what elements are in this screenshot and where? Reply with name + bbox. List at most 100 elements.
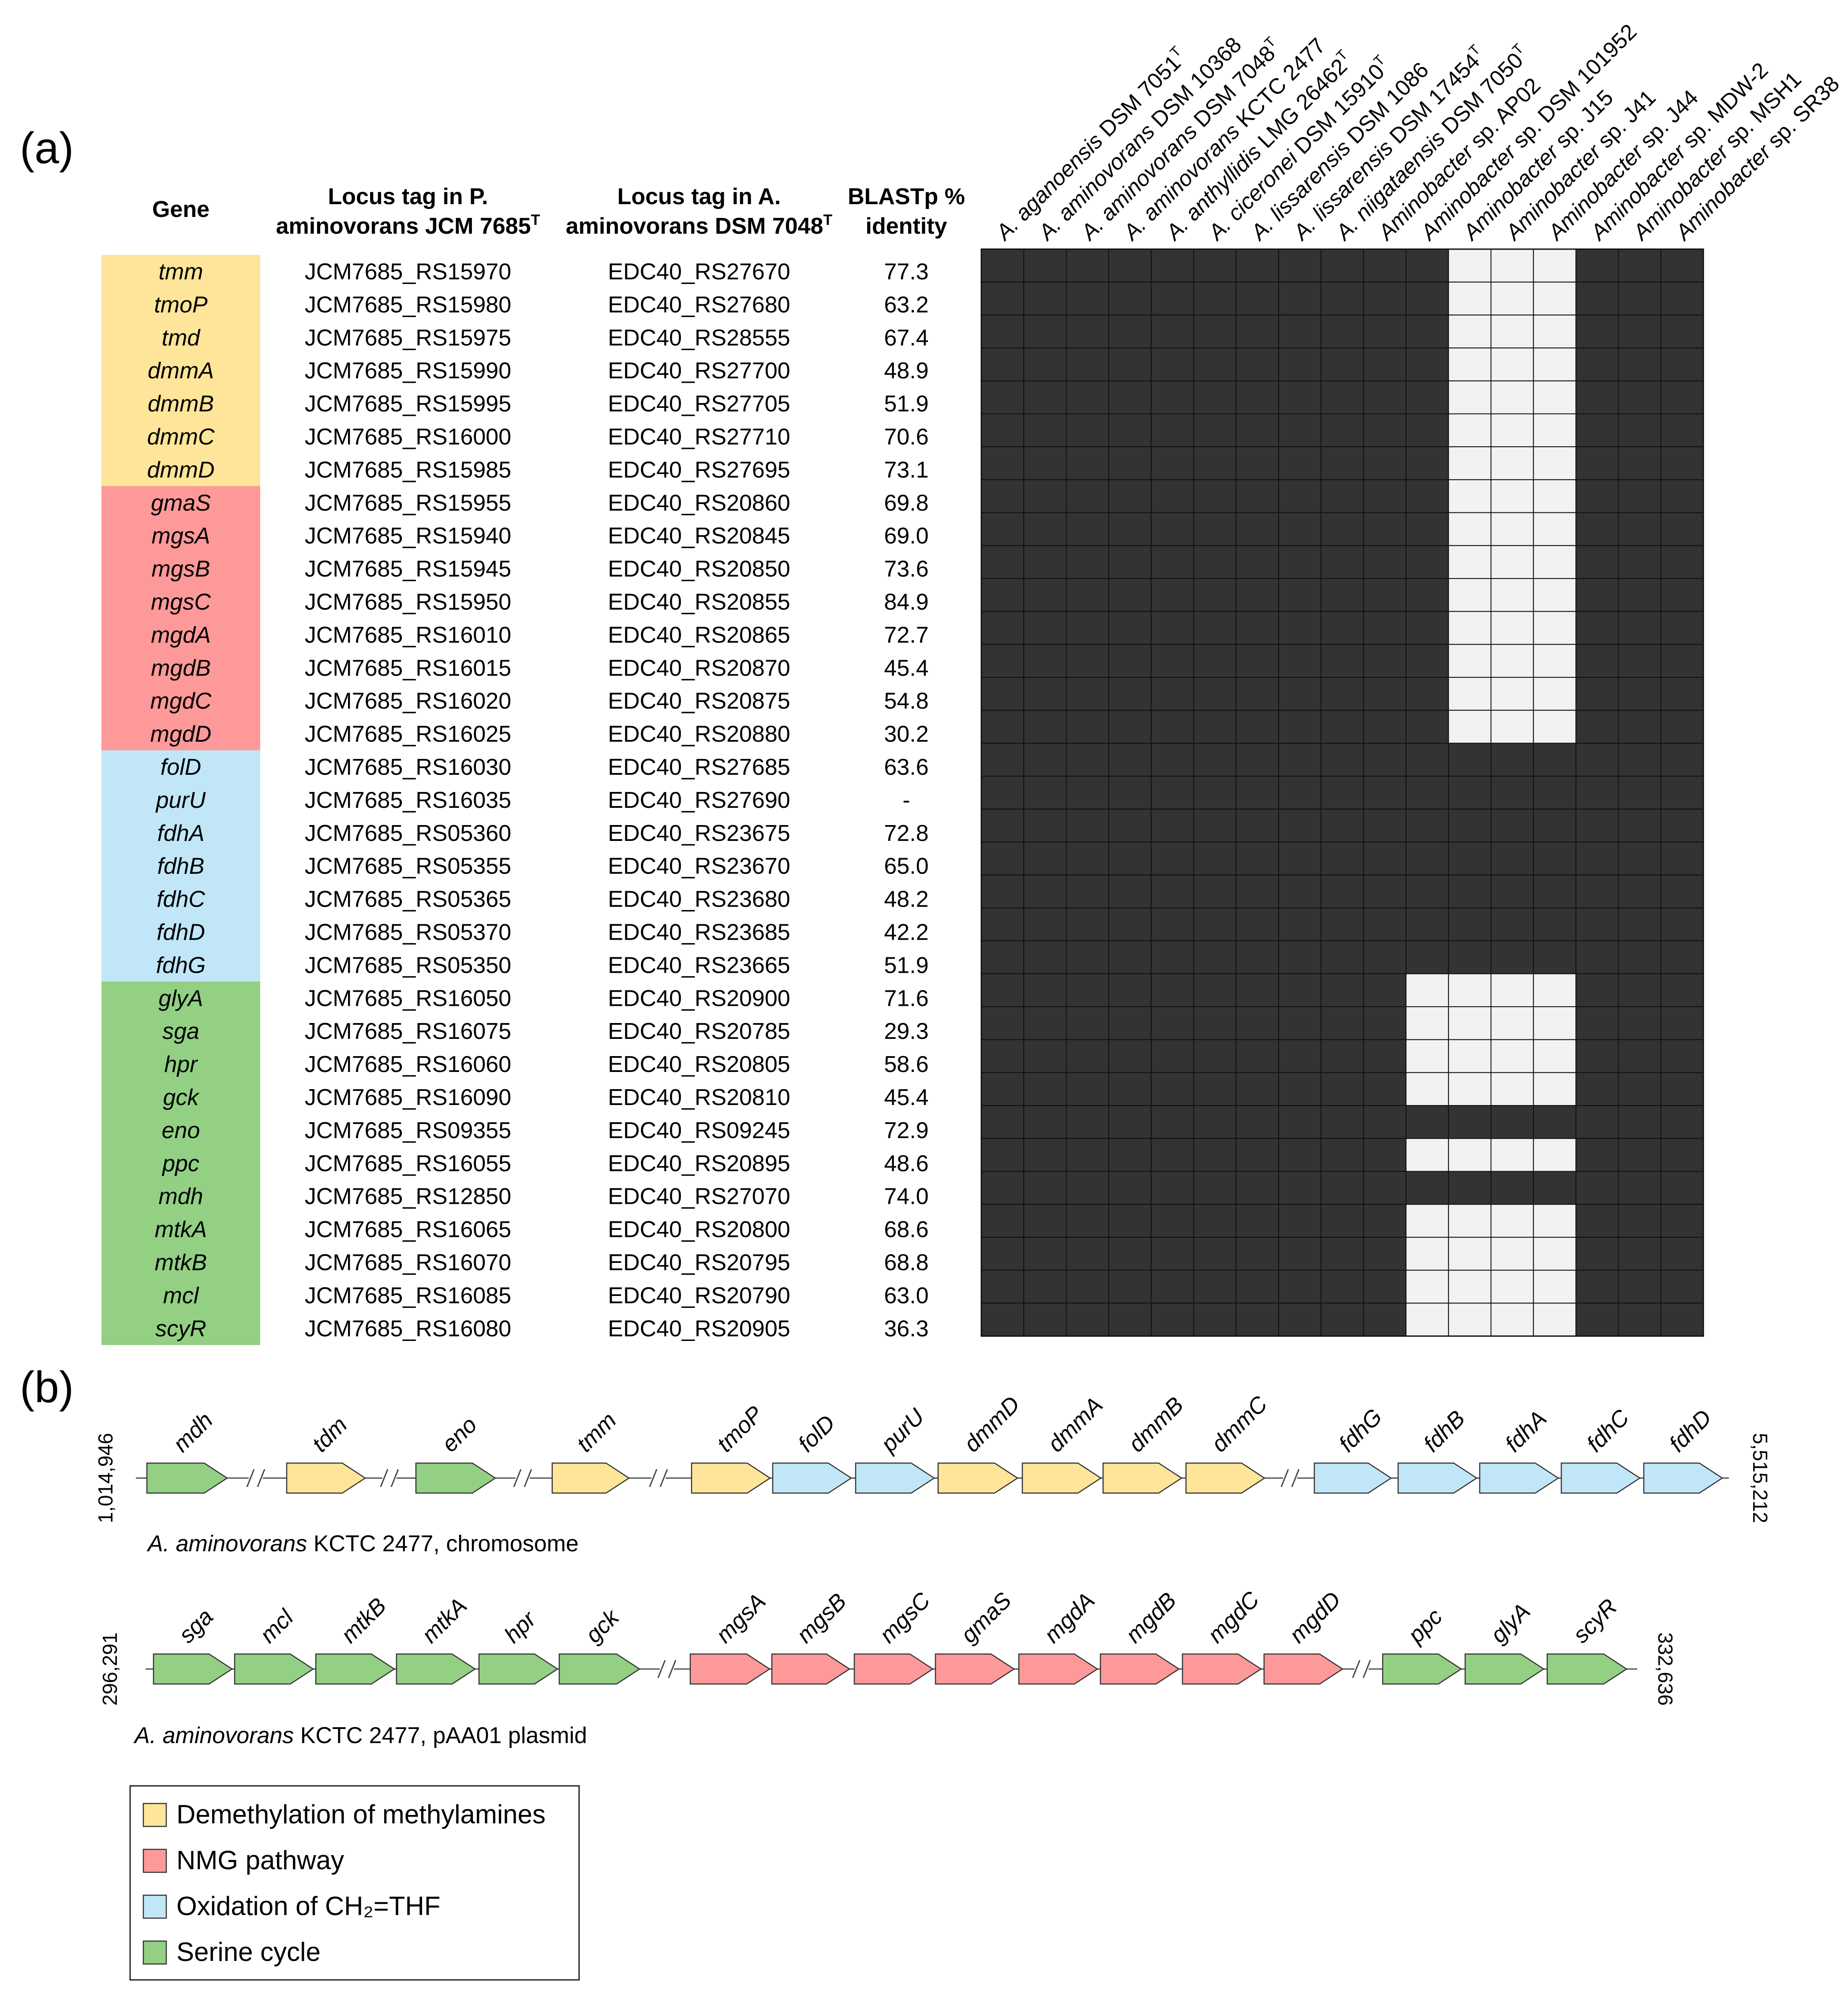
presence-cell-present <box>1193 1105 1237 1139</box>
gene-arrow-label: mgsA <box>711 1588 771 1648</box>
locus-tag-p: JCM7685_RS15975 <box>305 325 511 351</box>
presence-cell-present <box>1278 1270 1322 1304</box>
gene-arrow <box>1102 1462 1183 1494</box>
presence-cell-absent <box>1405 1072 1449 1106</box>
locus-tag-p: JCM7685_RS05355 <box>305 854 511 879</box>
locus-tag-p: JCM7685_RS16065 <box>305 1217 511 1243</box>
presence-cell-present <box>1193 1236 1237 1271</box>
presence-cell-present <box>1618 545 1661 579</box>
locus-tag-p: JCM7685_RS16025 <box>305 721 511 747</box>
gene-arrow <box>146 1462 228 1494</box>
presence-cell-present <box>1278 940 1322 975</box>
presence-cell-absent <box>1448 314 1492 349</box>
presence-cell-present <box>1321 578 1364 612</box>
presence-cell-present <box>1066 1072 1109 1106</box>
presence-cell-present <box>981 512 1025 546</box>
break-mark <box>649 1469 658 1487</box>
break-mark <box>390 1469 399 1487</box>
presence-cell-present <box>1023 446 1067 480</box>
presence-cell-present <box>1321 1039 1364 1073</box>
presence-cell-present <box>1533 841 1577 876</box>
presence-cell-present <box>1193 446 1237 480</box>
presence-cell-present <box>1151 1236 1194 1271</box>
track-caption-detail: KCTC 2477, pAA01 plasmid <box>294 1723 587 1748</box>
locus-tag-a: EDC40_RS20865 <box>608 622 790 648</box>
presence-cell-present <box>1575 1072 1619 1106</box>
presence-cell-present <box>1363 578 1407 612</box>
presence-cell-present <box>1363 281 1407 316</box>
gene-group-band <box>101 1047 260 1081</box>
presence-cell-present <box>1235 380 1279 414</box>
presence-cell-present <box>981 1072 1025 1106</box>
gene-name: mgdC <box>150 688 212 714</box>
presence-cell-present <box>1363 743 1407 777</box>
presence-cell-present <box>1108 907 1152 941</box>
presence-cell-present <box>1575 314 1619 349</box>
presence-cell-present <box>1023 709 1067 744</box>
presence-cell-present <box>1575 1039 1619 1073</box>
gene-arrow <box>286 1462 367 1494</box>
presence-cell-present <box>1193 808 1237 843</box>
presence-cell-present <box>1660 578 1704 612</box>
presence-cell-present <box>1235 973 1279 1008</box>
legend-swatch <box>142 1848 167 1873</box>
presence-cell-present <box>981 1171 1025 1205</box>
gene-name: eno <box>162 1118 200 1143</box>
blastp-identity: 65.0 <box>884 854 928 879</box>
presence-cell-present <box>1618 1105 1661 1139</box>
presence-cell-present <box>1363 808 1407 843</box>
presence-cell-present <box>1618 314 1661 349</box>
blastp-identity: 72.7 <box>884 622 928 648</box>
presence-cell-present <box>1321 1303 1364 1337</box>
presence-cell-absent <box>1490 1039 1534 1073</box>
presence-cell-absent <box>1533 1270 1577 1304</box>
presence-cell-present <box>1618 743 1661 777</box>
presence-cell-absent <box>1448 644 1492 678</box>
locus-p-header-line1: Locus tag in P. <box>328 184 488 209</box>
presence-cell-present <box>981 479 1025 513</box>
gene-group-band <box>101 1311 260 1345</box>
presence-cell-present <box>1363 314 1407 349</box>
presence-cell-present <box>1108 611 1152 645</box>
gene-arrow <box>1546 1653 1628 1685</box>
presence-cell-present <box>1235 1171 1279 1205</box>
gene-arrow <box>1018 1653 1099 1685</box>
presence-cell-present <box>1575 413 1619 448</box>
gene-group-band <box>101 717 260 751</box>
locus-tag-p: JCM7685_RS16010 <box>305 622 511 648</box>
presence-cell-present <box>1363 1006 1407 1040</box>
presence-cell-present <box>1363 1171 1407 1205</box>
gene-arrow <box>771 1653 851 1685</box>
presence-cell-absent <box>1533 578 1577 612</box>
presence-cell-present <box>1660 907 1704 941</box>
presence-cell-present <box>1490 1105 1534 1139</box>
gene-name: gmaS <box>151 490 211 516</box>
presence-cell-absent <box>1448 249 1492 283</box>
gene-name: fdhD <box>157 919 205 945</box>
break-mark <box>657 1660 666 1678</box>
presence-cell-present <box>1278 446 1322 480</box>
presence-cell-present <box>1066 611 1109 645</box>
presence-cell-present <box>1193 281 1237 316</box>
presence-cell-absent <box>1448 281 1492 316</box>
presence-cell-present <box>1108 380 1152 414</box>
locus-tag-a: EDC40_RS20810 <box>608 1085 790 1110</box>
blastp-identity: 73.1 <box>884 457 928 483</box>
gene-arrow-label: fdhD <box>1664 1405 1717 1457</box>
presence-cell-absent <box>1490 677 1534 711</box>
gene-group-band <box>101 255 260 288</box>
presence-cell-present <box>1575 545 1619 579</box>
presence-cell-present <box>1193 512 1237 546</box>
gene-name: mgsB <box>152 556 210 582</box>
presence-cell-present <box>1151 808 1194 843</box>
gene-name: mgsC <box>151 589 211 615</box>
blastp-identity: 63.6 <box>884 754 928 780</box>
presence-cell-present <box>1363 380 1407 414</box>
presence-cell-present <box>1151 314 1194 349</box>
gene-arrow-label: purU <box>875 1404 929 1457</box>
presence-cell-present <box>1023 907 1067 941</box>
presence-cell-present <box>981 1105 1025 1139</box>
presence-cell-present <box>1618 841 1661 876</box>
presence-cell-absent <box>1533 347 1577 381</box>
